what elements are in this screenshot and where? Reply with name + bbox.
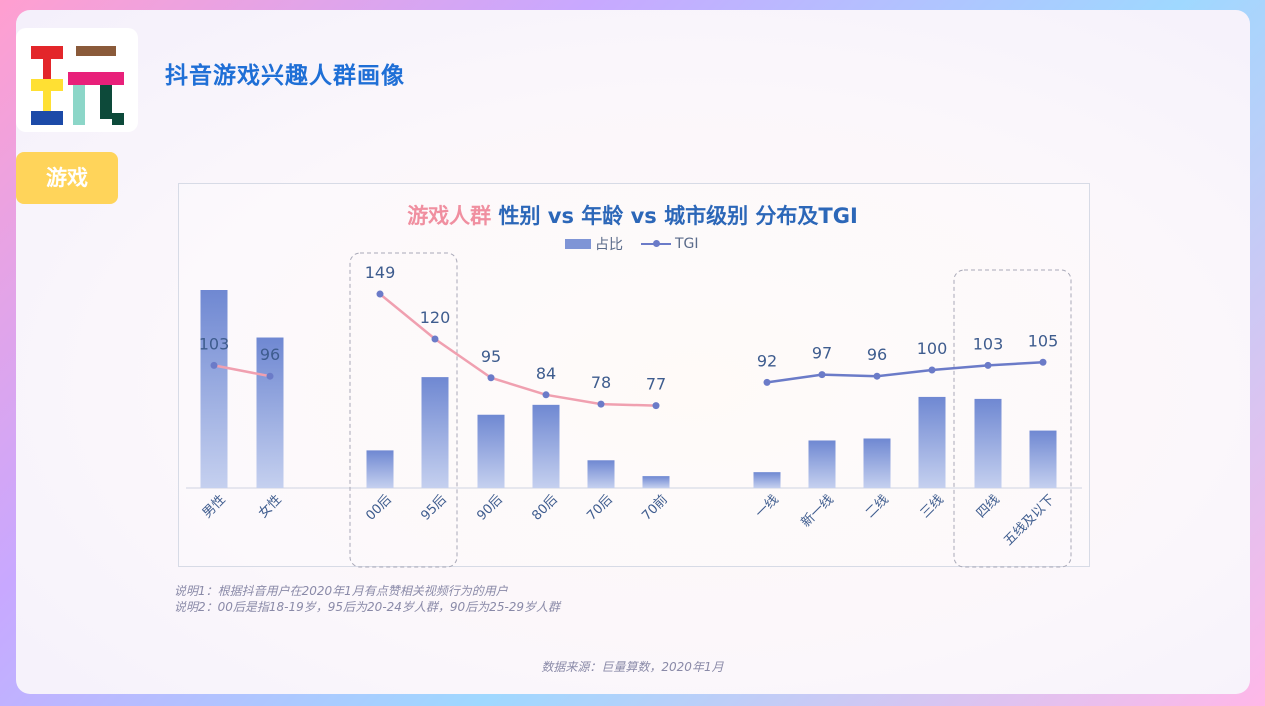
tgi-point-age-1 [431, 335, 439, 343]
tgi-label-gender-1: 96 [260, 345, 280, 364]
category-label-city-5: 五线及以下 [1001, 492, 1058, 549]
category-label-city-4: 四线 [974, 492, 1003, 521]
tgi-point-city-0 [763, 378, 771, 386]
chart-title: 游戏人群 性别 vs 年龄 vs 城市级别 分布及TGI [0, 200, 1265, 230]
category-tag: 游戏 [16, 152, 118, 204]
bar-city-2 [863, 438, 891, 488]
tgi-point-city-3 [928, 366, 936, 374]
city-highlight-box [953, 269, 1072, 568]
page-title: 抖音游戏兴趣人群画像 [165, 63, 405, 89]
bar-age-4 [587, 460, 615, 488]
category-label-city-1: 新一线 [798, 492, 837, 531]
tgi-point-city-1 [818, 371, 826, 379]
legend-bar-label: 占比 [595, 237, 623, 253]
tgi-label-gender-0: 103 [199, 334, 230, 353]
tgi-label-city-4: 103 [973, 334, 1004, 353]
category-label-gender-1: 女性 [255, 492, 285, 522]
category-label-age-1: 95后 [418, 492, 449, 523]
note-2: 说明2：00后是指18-19岁，95后为20-24岁人群，90后为25-29岁人… [174, 600, 561, 614]
tgi-label-city-3: 100 [917, 339, 948, 358]
chart-title-highlight: 游戏人群 [407, 204, 492, 228]
category-label-city-3: 三线 [918, 492, 947, 521]
legend-bar-swatch [565, 239, 591, 249]
tgi-label-age-4: 78 [591, 373, 611, 392]
category-label-age-2: 90后 [474, 492, 505, 523]
bar-age-5 [642, 476, 670, 488]
bar-city-5 [1029, 430, 1057, 488]
tgi-line-age [379, 293, 657, 407]
tgi-label-age-5: 77 [646, 375, 666, 394]
category-label-city-0: 一线 [753, 492, 782, 521]
category-label-age-5: 70前 [639, 492, 671, 524]
bar-gender-0 [200, 290, 228, 488]
tgi-label-city-1: 97 [812, 344, 832, 363]
bar-city-1 [808, 440, 836, 488]
tgi-point-age-0 [376, 290, 384, 298]
category-label-age-3: 80后 [529, 492, 560, 523]
category-label-gender-0: 男性 [200, 492, 229, 521]
tgi-point-gender-1 [266, 372, 274, 380]
legend-line-label: TGI [675, 236, 699, 252]
bar-gender-1 [256, 337, 284, 488]
tgi-line-city [766, 361, 1044, 384]
category-label-age-0: 00后 [363, 492, 394, 523]
tgi-label-city-2: 96 [867, 345, 887, 364]
bar-city-3 [918, 396, 946, 488]
chart-legend: 占比 TGI [565, 234, 699, 254]
bar-age-2 [477, 414, 505, 488]
bar-age-0 [366, 450, 394, 488]
bar-city-4 [974, 398, 1002, 488]
tgi-point-city-5 [1039, 358, 1047, 366]
bar-city-0 [753, 472, 781, 488]
chart-title-rest: 性别 vs 年龄 vs 城市级别 分布及TGI [491, 204, 858, 228]
tgi-label-age-0: 149 [365, 263, 396, 282]
tgi-point-age-3 [542, 391, 550, 399]
age-highlight-box [349, 252, 458, 568]
bar-age-3 [532, 404, 560, 488]
bar-age-1 [421, 377, 449, 488]
tgi-point-city-4 [984, 361, 992, 369]
data-source: 数据来源：巨量算数，2020年1月 [541, 660, 724, 674]
chart-frame [178, 183, 1090, 567]
tgi-line-gender [213, 364, 271, 378]
tgi-label-city-5: 105 [1028, 331, 1059, 350]
legend-line-swatch [641, 240, 671, 247]
category-label-age-4: 70后 [584, 492, 615, 523]
note-1: 说明1：根据抖音用户在2020年1月有点赞相关视频行为的用户 [174, 584, 508, 598]
tgi-label-city-0: 92 [757, 351, 777, 370]
tgi-label-age-2: 95 [481, 347, 501, 366]
tgi-point-age-5 [652, 402, 660, 410]
tgi-point-age-4 [597, 400, 605, 408]
category-label-city-2: 二线 [863, 492, 892, 521]
tgi-point-gender-0 [210, 361, 218, 369]
logo [16, 28, 138, 132]
tgi-label-age-3: 84 [536, 364, 556, 383]
tgi-point-age-2 [487, 374, 495, 382]
tgi-point-city-2 [873, 372, 881, 380]
tgi-label-age-1: 120 [420, 308, 451, 327]
